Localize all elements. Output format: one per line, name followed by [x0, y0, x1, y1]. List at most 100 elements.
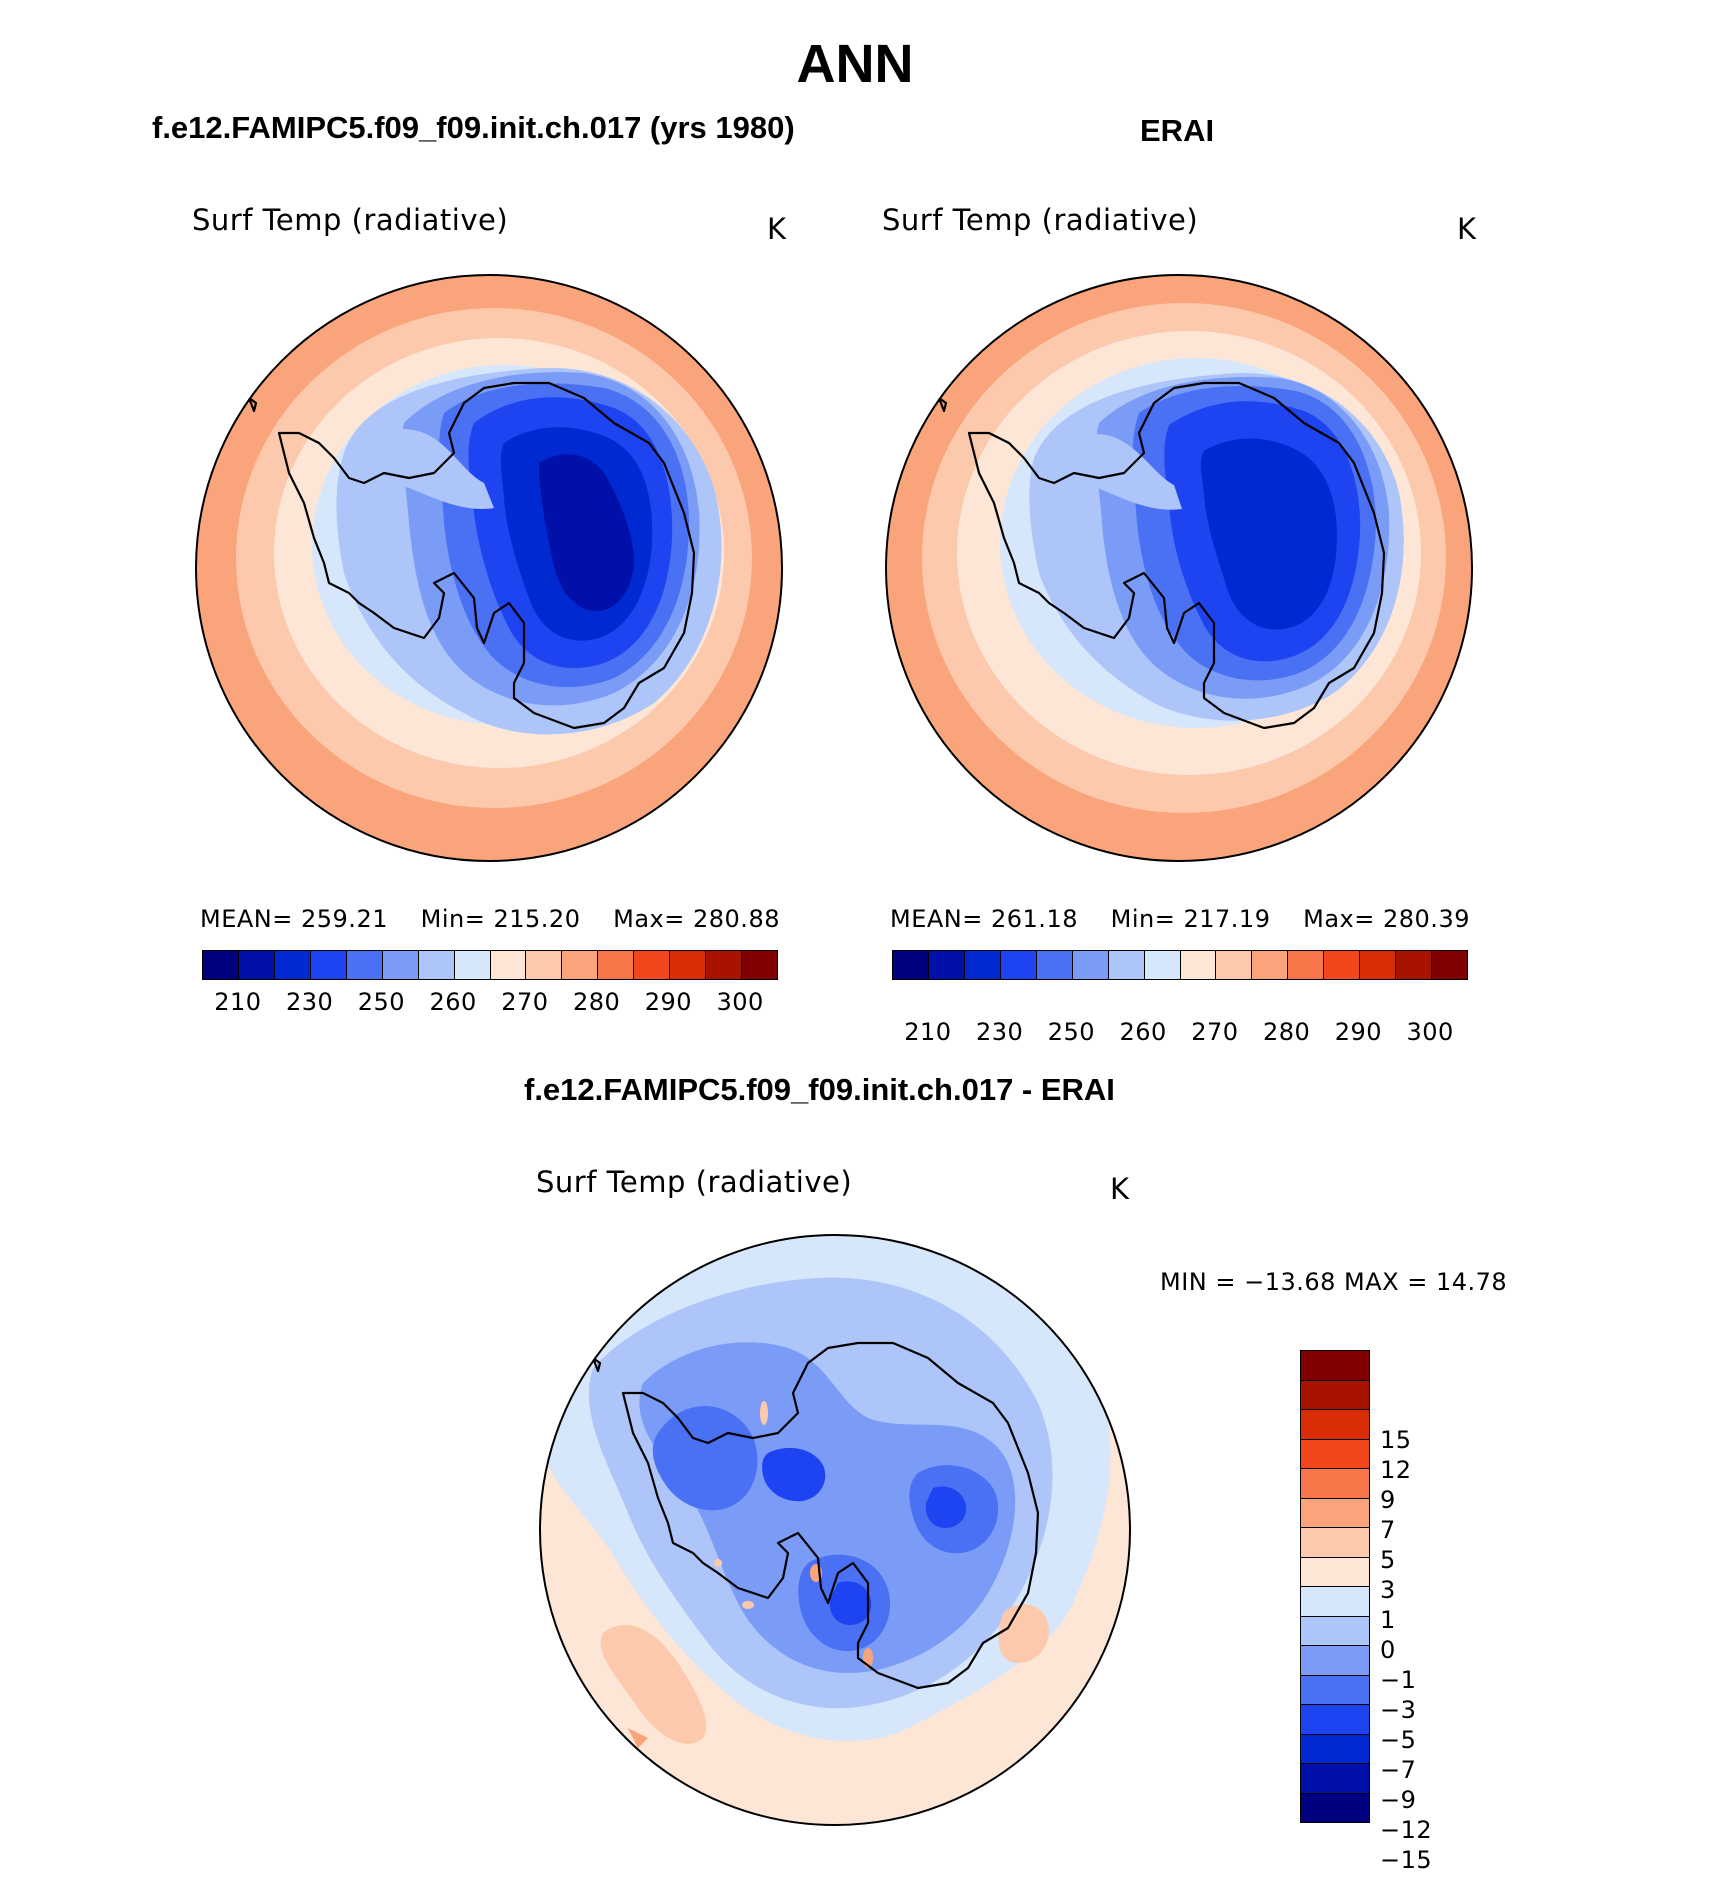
colorbar-swatch — [1144, 951, 1181, 979]
colorbar-tick-label: 270 — [501, 988, 549, 1016]
colorbar-swatch — [1360, 951, 1397, 979]
difference-units-label: K — [1110, 1172, 1130, 1206]
colorbar-swatch — [1301, 1646, 1369, 1676]
panel1-variable-label: Surf Temp (radiative) — [192, 203, 509, 237]
colorbar-swatch — [346, 951, 383, 979]
difference-min-max: MIN = −13.68 MAX = 14.78 — [1160, 1268, 1508, 1296]
panel1-min-label: Min= — [420, 905, 486, 933]
colorbar-swatch — [1301, 1793, 1369, 1822]
difference-variable-label: Surf Temp (radiative) — [536, 1165, 853, 1199]
colorbar-tick-label: 5 — [1380, 1546, 1396, 1574]
panel1-mean-value: 259.21 — [301, 905, 388, 933]
panel1-polar-map — [195, 274, 783, 862]
colorbar-swatch — [1396, 951, 1433, 979]
colorbar-tick-label: −12 — [1380, 1816, 1433, 1844]
colorbar-tick-label: 210 — [214, 988, 262, 1016]
colorbar-tick-label: 280 — [1262, 1018, 1311, 1046]
colorbar-swatch — [310, 951, 347, 979]
colorbar-swatch — [1432, 951, 1467, 979]
colorbar-tick-label: 290 — [1334, 1018, 1383, 1046]
colorbar-swatch — [526, 951, 563, 979]
difference-colorbar — [1300, 1350, 1370, 1823]
colorbar-swatch — [670, 951, 707, 979]
colorbar-swatch — [1108, 951, 1145, 979]
panel2-stats: MEAN= 261.18 Min= 217.19 Max= 280.39 — [890, 905, 1470, 933]
colorbar-swatch — [706, 951, 743, 979]
page-title: ANN — [796, 34, 914, 94]
panel1-title: f.e12.FAMIPC5.f09_f09.init.ch.017 (yrs 1… — [152, 110, 795, 145]
colorbar-swatch — [1301, 1616, 1369, 1646]
colorbar-swatch — [382, 951, 419, 979]
colorbar-swatch — [1072, 951, 1109, 979]
colorbar-swatch — [1301, 1734, 1369, 1764]
colorbar-swatch — [634, 951, 671, 979]
colorbar-tick-label: 250 — [357, 988, 406, 1016]
colorbar-swatch — [1324, 951, 1361, 979]
panel1-mean-label: MEAN= — [200, 905, 293, 933]
panel1-colorbar — [202, 950, 778, 980]
colorbar-swatch — [742, 951, 777, 979]
colorbar-tick-label: −9 — [1380, 1786, 1417, 1814]
colorbar-swatch — [1000, 951, 1037, 979]
colorbar-tick-label: 15 — [1380, 1426, 1412, 1454]
panel1-min-value: 215.20 — [493, 905, 581, 933]
difference-colorbar-ticks: 15 12 9 7 5 3 1 0 −1 −3 −5 −7 −9 −12 −15 — [1380, 1410, 1460, 1894]
panel2-min-label: Min= — [1110, 905, 1176, 933]
difference-polar-map — [539, 1234, 1131, 1826]
colorbar-swatch — [454, 951, 491, 979]
colorbar-swatch — [1301, 1557, 1369, 1587]
panel1-max-value: 280.88 — [693, 905, 780, 933]
colorbar-swatch — [1301, 1351, 1369, 1381]
colorbar-tick-label: −3 — [1380, 1696, 1417, 1724]
colorbar-tick-label: 230 — [285, 988, 334, 1016]
panel1-temperature-field — [196, 275, 782, 861]
colorbar-tick-label: 300 — [1406, 1018, 1454, 1046]
colorbar-tick-label: −5 — [1380, 1726, 1417, 1754]
colorbar-swatch — [1301, 1675, 1369, 1705]
panel2-max-label: Max= — [1303, 905, 1375, 933]
colorbar-tick-label: 300 — [716, 988, 764, 1016]
panel2-colorbar — [892, 950, 1468, 980]
colorbar-swatch — [418, 951, 455, 979]
colorbar-tick-label: 7 — [1380, 1516, 1396, 1544]
panel2-min-value: 217.19 — [1183, 905, 1271, 933]
colorbar-swatch — [490, 951, 527, 979]
difference-title: f.e12.FAMIPC5.f09_f09.init.ch.017 - ERAI — [524, 1072, 1115, 1107]
colorbar-swatch — [893, 951, 929, 979]
colorbar-swatch — [1180, 951, 1217, 979]
colorbar-swatch — [274, 951, 311, 979]
colorbar-tick-label: 230 — [975, 1018, 1024, 1046]
colorbar-tick-label: 280 — [572, 988, 621, 1016]
panel2-mean-value: 261.18 — [991, 905, 1078, 933]
colorbar-swatch — [1301, 1764, 1369, 1794]
panel2-variable-label: Surf Temp (radiative) — [882, 203, 1199, 237]
panel1-colorbar-ticks: 210 230 250 260 270 280 290 300 — [202, 988, 776, 1018]
colorbar-tick-label: 0 — [1380, 1636, 1396, 1664]
colorbar-swatch — [1301, 1528, 1369, 1558]
colorbar-swatch — [1301, 1469, 1369, 1499]
panel2-mean-label: MEAN= — [890, 905, 983, 933]
colorbar-tick-label: 260 — [429, 988, 477, 1016]
panel1-max-label: Max= — [613, 905, 685, 933]
colorbar-tick-label: 260 — [1119, 1018, 1167, 1046]
difference-temperature-field — [540, 1235, 1130, 1825]
colorbar-tick-label: −15 — [1380, 1846, 1433, 1874]
colorbar-swatch — [598, 951, 635, 979]
colorbar-swatch — [1216, 951, 1253, 979]
colorbar-tick-label: −7 — [1380, 1756, 1417, 1784]
colorbar-swatch — [1288, 951, 1325, 979]
colorbar-tick-label: 9 — [1380, 1486, 1396, 1514]
colorbar-tick-label: −1 — [1380, 1666, 1417, 1694]
panel2-title: ERAI — [1140, 113, 1215, 148]
panel2-units-label: K — [1457, 212, 1477, 246]
colorbar-swatch — [964, 951, 1001, 979]
colorbar-swatch — [562, 951, 599, 979]
panel1-stats: MEAN= 259.21 Min= 215.20 Max= 280.88 — [200, 905, 780, 933]
colorbar-tick-label: 1 — [1380, 1606, 1396, 1634]
colorbar-swatch — [1301, 1410, 1369, 1440]
colorbar-tick-label: 12 — [1380, 1456, 1412, 1484]
panel2-temperature-field — [886, 275, 1472, 861]
panel2-polar-map — [885, 274, 1473, 862]
colorbar-swatch — [1301, 1705, 1369, 1735]
colorbar-swatch — [1301, 1380, 1369, 1410]
